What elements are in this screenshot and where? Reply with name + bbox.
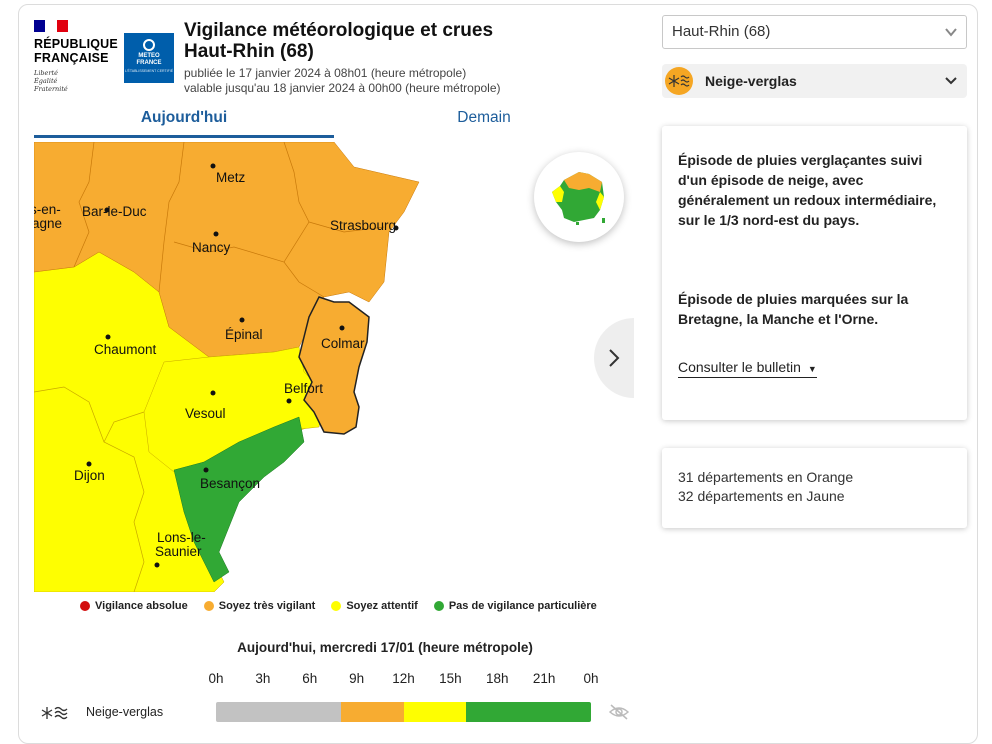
city-label-epinal: Épinal (225, 327, 263, 342)
hour-tick-label: 6h (302, 671, 318, 686)
city-label-besancon: Besançon (200, 476, 260, 491)
tab-tomorrow[interactable]: Demain (457, 109, 511, 126)
city-label-lons-1: Lons-le- (157, 530, 206, 545)
department-title: Haut-Rhin (68) (184, 41, 314, 62)
french-flag-icon (34, 20, 68, 32)
france-minimap[interactable] (534, 152, 624, 242)
legend-label-orange: Soyez très vigilant (218, 600, 316, 612)
legend-dot-yellow (331, 601, 342, 611)
timeline-segment (341, 702, 404, 722)
legend-item-orange: Soyez très vigilant (203, 600, 316, 612)
chevron-down-icon (945, 28, 957, 37)
timeline-segment (466, 702, 591, 722)
timeline-segment (403, 702, 466, 722)
legend-label-green: Pas de vigilance particulière (448, 600, 597, 612)
city-label-dijon: Dijon (74, 468, 105, 483)
republique-line2: FRANÇAISE (34, 51, 109, 65)
consult-bulletin-link[interactable]: Consulter le bulletin ▼ (678, 359, 817, 378)
legend-item-red: Vigilance absolue (80, 600, 188, 612)
page-title: Vigilance météorologique et crues (184, 20, 494, 41)
timeline-row-label: Neige-verglas (86, 705, 164, 719)
meteo-logo-line2: FRANCE (136, 60, 162, 66)
hour-tick-label: 18h (485, 671, 509, 686)
hour-tick-label: 15h (439, 671, 462, 686)
city-label-lons-2: Saunier (155, 544, 202, 559)
motto-liberte: Liberté (34, 69, 58, 77)
hour-tick-label: 0h (208, 671, 224, 686)
meteo-france-logo: METEO FRANCE L'ÉTABLISSEMENT CERTIFIÉ (124, 33, 174, 83)
caret-down-icon: ▼ (807, 364, 817, 374)
hour-tick-label: 3h (255, 671, 271, 686)
department-select[interactable]: Haut-Rhin (68) (662, 15, 967, 49)
meteo-logo-line1: METEO (138, 53, 160, 59)
city-label-chalons: s-en- (34, 202, 61, 217)
phenomenon-label: Neige-verglas (705, 73, 797, 89)
legend-dot-green (433, 601, 444, 611)
city-label-bar-le-duc: Bar-le-Duc (82, 204, 147, 219)
vigilance-map[interactable]: s-en- agne Bar-le-Duc Metz Nancy Strasbo… (34, 142, 434, 592)
eye-off-icon[interactable] (608, 703, 630, 726)
city-label-chalons-2: agne (34, 216, 62, 231)
meteo-logo-line3: L'ÉTABLISSEMENT CERTIFIÉ (124, 69, 174, 73)
department-borders-south (34, 386, 145, 592)
legend-item-yellow: Soyez attentif (331, 600, 418, 612)
green-zone-doubs[interactable] (173, 416, 305, 583)
chevron-right-icon (609, 349, 620, 367)
chevron-down-icon (945, 77, 957, 85)
city-label-colmar: Colmar (321, 336, 365, 351)
map-legend: Vigilance absolue Soyez très vigilant So… (80, 600, 597, 612)
haut-rhin-department[interactable] (298, 296, 370, 435)
snow-ice-phenomenon-icon (665, 67, 693, 95)
hour-tick-label: 21h (532, 671, 556, 686)
city-label-strasbourg: Strasbourg (330, 218, 396, 233)
city-label-nancy: Nancy (192, 240, 231, 255)
bulletin-card: Épisode de pluies verglaçantes suivi d'u… (662, 126, 967, 420)
validity-date: valable jusqu'au 18 janvier 2024 à 00h00… (184, 81, 501, 95)
republique-line1: RÉPUBLIQUE (34, 37, 118, 51)
hour-tick-label: 0h (583, 671, 599, 686)
timeline-bar[interactable] (216, 702, 591, 722)
city-label-chaumont: Chaumont (94, 342, 157, 357)
bulletin-text-2: Épisode de pluies marquées sur la Bretag… (678, 291, 909, 327)
snow-ice-icon (40, 704, 68, 727)
timeline-segment (216, 702, 341, 722)
legend-label-yellow: Soyez attentif (346, 600, 418, 612)
republique-francaise-logo: RÉPUBLIQUE FRANÇAISE Liberté Égalité Fra… (34, 20, 124, 100)
hour-tick-label: 9h (349, 671, 365, 686)
published-date: publiée le 17 janvier 2024 à 08h01 (heur… (184, 66, 467, 80)
consult-bulletin-label: Consulter le bulletin (678, 359, 801, 375)
orange-count: 31 départements en Orange (678, 469, 854, 485)
tab-today[interactable]: Aujourd'hui (34, 108, 334, 138)
motto: Liberté Égalité Fraternité (34, 69, 124, 93)
timeline-title: Aujourd'hui, mercredi 17/01 (heure métro… (237, 640, 533, 655)
department-count-card: 31 départements en Orange 32 département… (662, 448, 967, 528)
day-tabs: Aujourd'hui Demain (34, 108, 634, 138)
city-label-metz: Metz (216, 170, 246, 185)
department-select-value: Haut-Rhin (68) (672, 23, 771, 40)
legend-item-green: Pas de vigilance particulière (433, 600, 597, 612)
department-borders (73, 142, 385, 298)
yellow-count: 32 départements en Jaune (678, 488, 845, 504)
city-label-belfort: Belfort (284, 381, 323, 396)
city-markers (86, 163, 399, 568)
legend-label-red: Vigilance absolue (95, 600, 188, 612)
legend-dot-orange (203, 601, 214, 611)
hour-tick-label: 12h (392, 671, 415, 686)
motto-fraternite: Fraternité (34, 85, 68, 93)
bulletin-text-1: Épisode de pluies verglaçantes suivi d'u… (678, 152, 937, 228)
city-label-vesoul: Vesoul (185, 406, 226, 421)
france-minimap-icon (552, 172, 605, 225)
phenomenon-selector[interactable]: Neige-verglas (662, 64, 967, 98)
motto-egalite: Égalité (34, 77, 58, 85)
meteo-france-symbol-icon (143, 39, 155, 51)
page-header: Vigilance météorologique et crues Haut-R… (184, 20, 501, 96)
legend-dot-red (80, 601, 90, 611)
